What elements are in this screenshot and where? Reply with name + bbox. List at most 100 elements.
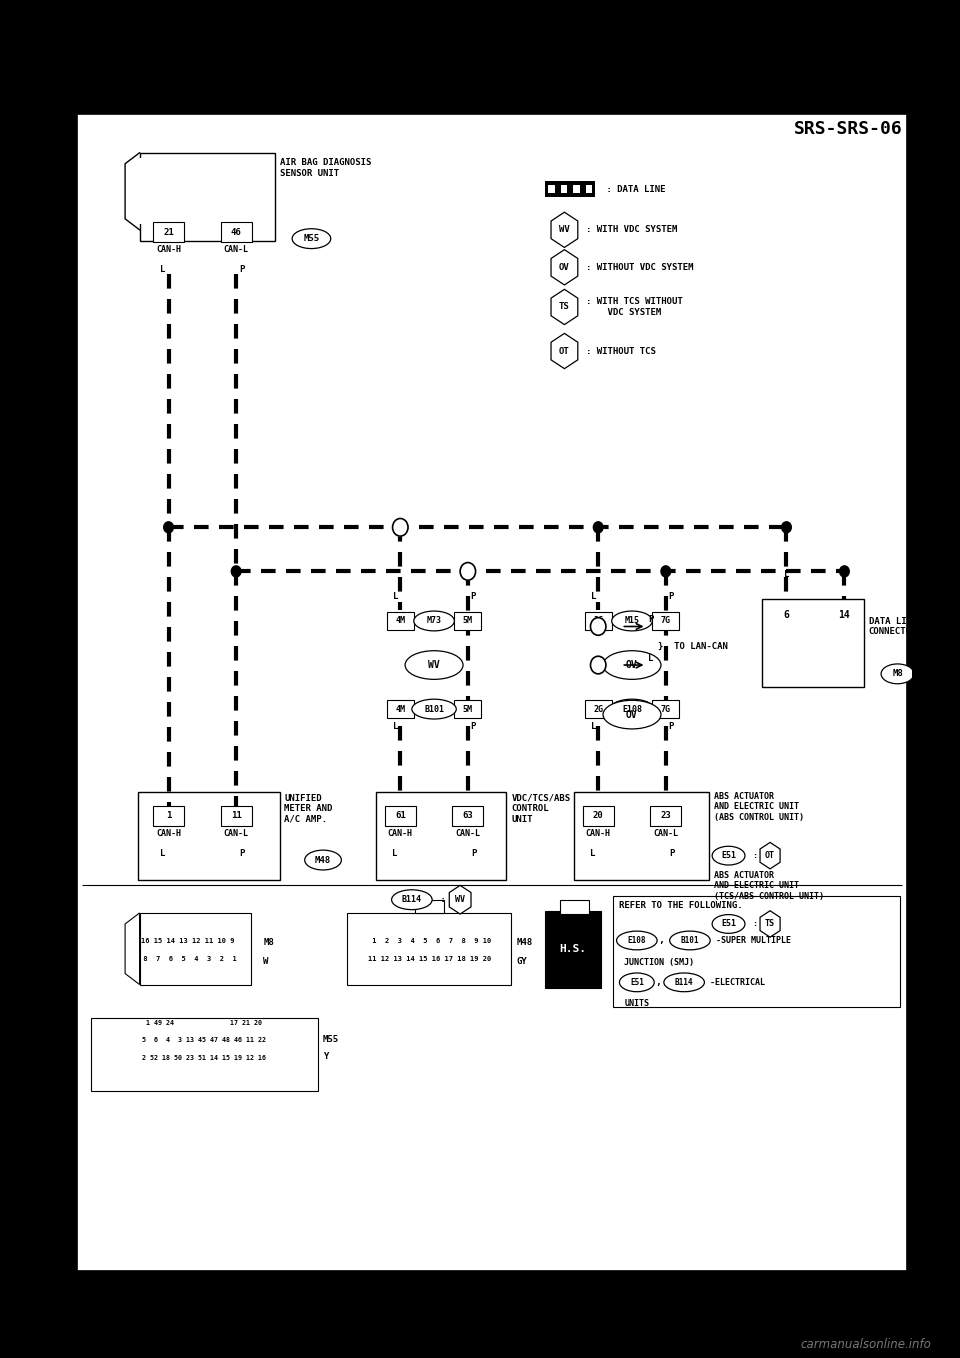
Text: B101: B101 (681, 936, 699, 945)
Text: 1  2  3  4  5  6  7  8  9 10: 1 2 3 4 5 6 7 8 9 10 (368, 938, 491, 944)
FancyBboxPatch shape (762, 599, 864, 687)
Text: OT: OT (765, 851, 775, 860)
FancyBboxPatch shape (454, 701, 481, 718)
Text: OV: OV (626, 660, 637, 669)
Text: :: : (435, 895, 451, 904)
Text: L: L (590, 722, 596, 732)
Text: 21: 21 (163, 228, 174, 236)
Text: ABS ACTUATOR
AND ELECTRIC UNIT
(ABS CONTROL UNIT): ABS ACTUATOR AND ELECTRIC UNIT (ABS CONT… (714, 792, 804, 822)
Text: 6: 6 (783, 610, 789, 621)
Text: OT: OT (559, 346, 570, 356)
Text: 61: 61 (395, 812, 406, 820)
Text: WV: WV (428, 660, 440, 669)
Text: OV: OV (626, 710, 637, 720)
Text: ,: , (658, 936, 664, 945)
Circle shape (593, 521, 603, 532)
FancyBboxPatch shape (585, 701, 612, 718)
FancyBboxPatch shape (415, 900, 444, 913)
Text: B114: B114 (675, 978, 693, 987)
Text: 8  7  6  5  4  3  2  1: 8 7 6 5 4 3 2 1 (139, 956, 237, 961)
FancyBboxPatch shape (585, 612, 612, 630)
Text: OV: OV (559, 263, 570, 272)
Polygon shape (760, 911, 780, 937)
Text: M55: M55 (323, 1035, 339, 1044)
Text: 5  6  4  3 13 45 47 48 46 11 22: 5 6 4 3 13 45 47 48 46 11 22 (142, 1038, 266, 1043)
Text: P: P (239, 265, 245, 274)
Text: L: L (589, 849, 595, 858)
Polygon shape (551, 289, 578, 325)
Polygon shape (449, 885, 471, 914)
Ellipse shape (664, 972, 705, 991)
Circle shape (164, 521, 174, 532)
Circle shape (590, 656, 606, 674)
Text: L: L (393, 722, 398, 732)
Text: 5M: 5M (463, 705, 473, 713)
Ellipse shape (412, 699, 456, 718)
Text: E51: E51 (721, 919, 736, 929)
Text: WV: WV (559, 225, 570, 235)
Text: E108: E108 (622, 705, 642, 713)
FancyBboxPatch shape (612, 896, 900, 1006)
Text: : WITHOUT VDC SYSTEM: : WITHOUT VDC SYSTEM (586, 263, 693, 272)
Text: E51: E51 (721, 851, 736, 860)
FancyBboxPatch shape (153, 223, 184, 242)
Circle shape (590, 618, 606, 636)
Text: VDC/TCS/ABS
CONTROL
UNIT: VDC/TCS/ABS CONTROL UNIT (512, 794, 570, 824)
Text: JUNCTION (SMJ): JUNCTION (SMJ) (624, 959, 694, 967)
Text: W: W (263, 957, 269, 966)
Text: GY: GY (516, 957, 527, 966)
Text: B101: B101 (424, 705, 444, 713)
Ellipse shape (616, 932, 657, 949)
Text: CAN-L: CAN-L (455, 830, 480, 838)
Ellipse shape (603, 650, 661, 679)
Ellipse shape (405, 650, 463, 679)
Text: M73: M73 (426, 617, 442, 626)
Text: L: L (648, 653, 654, 663)
Text: REFER TO THE FOLLOWING.: REFER TO THE FOLLOWING. (619, 900, 743, 910)
Text: M48: M48 (315, 856, 331, 865)
Text: 63: 63 (463, 812, 473, 820)
Text: : WITHOUT TCS: : WITHOUT TCS (586, 346, 656, 356)
Text: L: L (783, 570, 789, 579)
FancyBboxPatch shape (452, 807, 483, 826)
Polygon shape (551, 334, 578, 368)
Text: 7G: 7G (660, 617, 671, 626)
Polygon shape (551, 212, 578, 247)
Ellipse shape (881, 664, 914, 684)
Text: CAN-H: CAN-H (156, 246, 181, 254)
Text: P: P (842, 570, 847, 579)
Text: L: L (392, 849, 397, 858)
Text: E108: E108 (628, 936, 646, 945)
Circle shape (661, 566, 671, 577)
FancyBboxPatch shape (545, 911, 601, 987)
Text: P: P (239, 849, 245, 858)
Text: 11 12 13 14 15 16 17 18 19 20: 11 12 13 14 15 16 17 18 19 20 (368, 956, 491, 961)
Text: M48: M48 (516, 938, 532, 948)
Polygon shape (760, 842, 780, 869)
Text: E51: E51 (630, 978, 644, 987)
FancyBboxPatch shape (137, 792, 279, 880)
Text: ABS ACTUATOR
AND ELECTRIC UNIT
(TCS/ABS CONTROL UNIT): ABS ACTUATOR AND ELECTRIC UNIT (TCS/ABS … (714, 870, 824, 900)
Text: :: : (748, 919, 763, 929)
FancyBboxPatch shape (153, 807, 184, 826)
Text: TS: TS (559, 303, 570, 311)
FancyBboxPatch shape (454, 612, 481, 630)
FancyBboxPatch shape (574, 792, 709, 880)
FancyBboxPatch shape (583, 807, 613, 826)
Ellipse shape (414, 611, 454, 631)
Text: M15: M15 (625, 617, 639, 626)
Text: : DATA LINE: : DATA LINE (601, 185, 665, 194)
FancyBboxPatch shape (560, 900, 588, 914)
Ellipse shape (603, 701, 661, 729)
Text: Y: Y (323, 1051, 328, 1061)
Text: P: P (470, 592, 475, 602)
Circle shape (460, 562, 475, 580)
Circle shape (781, 521, 791, 532)
Ellipse shape (612, 611, 652, 631)
FancyBboxPatch shape (561, 185, 567, 193)
Ellipse shape (670, 932, 710, 949)
Text: CAN-L: CAN-L (224, 246, 249, 254)
Circle shape (231, 566, 241, 577)
Text: 14: 14 (838, 610, 851, 621)
Text: CAN-H: CAN-H (156, 830, 181, 838)
